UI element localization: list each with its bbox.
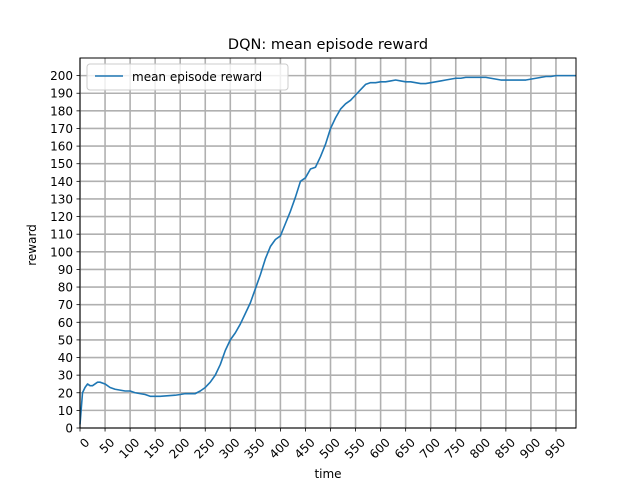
y-tick-label: 150 xyxy=(50,157,73,171)
y-tick-label: 0 xyxy=(65,422,73,436)
legend-label: mean episode reward xyxy=(132,70,262,84)
legend: mean episode reward xyxy=(86,63,289,91)
y-tick-label: 90 xyxy=(58,263,73,277)
x-axis-title: time xyxy=(314,467,341,480)
series-line xyxy=(79,74,576,425)
y-tick-label: 80 xyxy=(58,281,73,295)
plot-frame xyxy=(79,57,577,429)
gridlines xyxy=(79,58,576,429)
series-layer xyxy=(79,74,576,425)
chart-title: DQN: mean episode reward xyxy=(228,37,428,53)
legend-box xyxy=(86,63,289,91)
y-tick-label: 110 xyxy=(50,228,73,242)
y-tick-label: 120 xyxy=(50,210,73,224)
y-tick-label: 130 xyxy=(50,192,73,206)
y-tick-label: 40 xyxy=(58,351,73,365)
y-tick-label: 20 xyxy=(58,386,73,400)
y-axis-ticks: 0 10 20 30 40 50 60 70 80 90 100 110 120 130 140 150 160… xyxy=(50,69,80,436)
y-tick-label: 50 xyxy=(58,333,73,347)
y-tick-label: 70 xyxy=(58,298,73,312)
y-axis-title: reward xyxy=(25,224,39,266)
y-tick-label: 60 xyxy=(58,316,73,330)
y-tick-label: 10 xyxy=(58,404,73,418)
y-tick-label: 100 xyxy=(50,245,73,259)
y-tick-label: 180 xyxy=(50,104,73,118)
y-tick-label: 190 xyxy=(50,87,73,101)
y-tick-label: 200 xyxy=(50,69,73,83)
y-tick-label: 30 xyxy=(58,369,73,383)
y-tick-label: 160 xyxy=(50,140,73,154)
y-tick-label: 140 xyxy=(50,175,73,189)
y-tick-label: 170 xyxy=(50,122,73,136)
